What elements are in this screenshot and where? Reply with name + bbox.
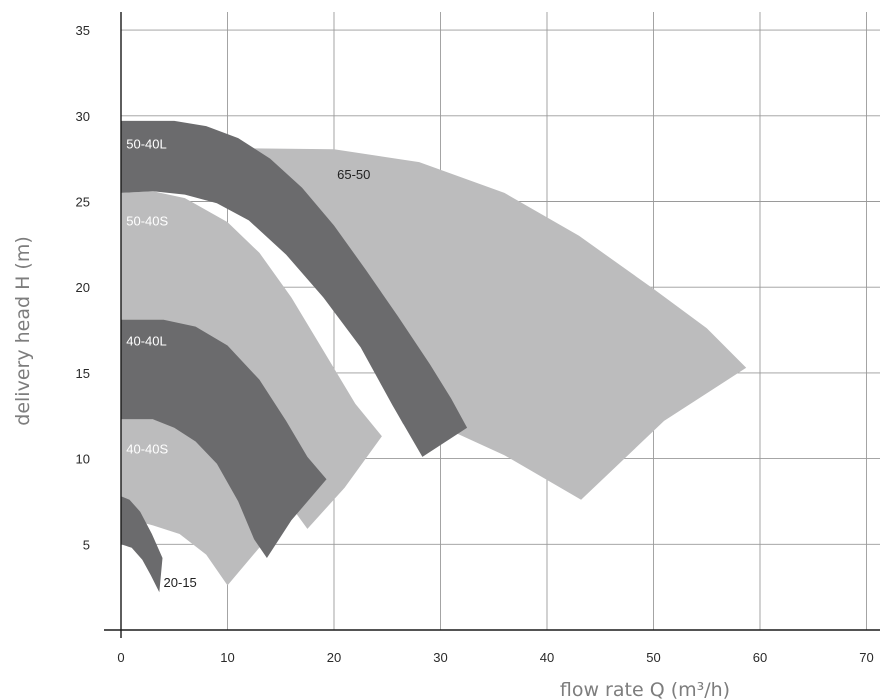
x-tick-label: 30 bbox=[433, 650, 447, 665]
axes bbox=[104, 12, 880, 638]
y-tick-label: 30 bbox=[76, 109, 90, 124]
region-label-40-40L: 40-40L bbox=[126, 333, 166, 348]
region-labels: 65-50 50-40S 50-40L 40-40S 40-40L 20-15 bbox=[126, 136, 370, 590]
x-axis-title: flow rate Q (m³/h) bbox=[560, 679, 730, 700]
y-tick-label: 25 bbox=[76, 195, 90, 210]
y-tick-label: 20 bbox=[76, 280, 90, 295]
region-label-65-50: 65-50 bbox=[337, 167, 370, 182]
tick-labels: 0 10 20 30 40 50 60 70 5 10 15 20 25 30 35 bbox=[76, 23, 874, 665]
region-65-50 bbox=[254, 148, 747, 500]
y-tick-label: 5 bbox=[83, 537, 90, 552]
pump-regions bbox=[121, 120, 747, 593]
y-axis-title: delivery head H (m) bbox=[12, 236, 34, 425]
x-tick-label: 0 bbox=[117, 650, 124, 665]
x-tick-label: 40 bbox=[540, 650, 554, 665]
x-tick-label: 70 bbox=[859, 650, 873, 665]
region-label-50-40L: 50-40L bbox=[126, 136, 166, 151]
x-tick-label: 10 bbox=[220, 650, 234, 665]
region-label-20-15: 20-15 bbox=[164, 575, 197, 590]
region-20-15 bbox=[121, 496, 163, 593]
region-40-40S bbox=[121, 419, 279, 586]
y-tick-label: 35 bbox=[76, 23, 90, 38]
y-tick-label: 15 bbox=[76, 366, 90, 381]
region-50-40L bbox=[121, 120, 468, 457]
x-tick-label: 60 bbox=[753, 650, 767, 665]
y-tick-label: 10 bbox=[76, 452, 90, 467]
region-50-40S bbox=[121, 191, 382, 529]
region-40-40L bbox=[121, 319, 327, 558]
region-label-50-40S: 50-40S bbox=[126, 213, 168, 228]
x-tick-label: 50 bbox=[646, 650, 660, 665]
x-tick-label: 20 bbox=[327, 650, 341, 665]
region-label-40-40S: 40-40S bbox=[126, 441, 168, 456]
